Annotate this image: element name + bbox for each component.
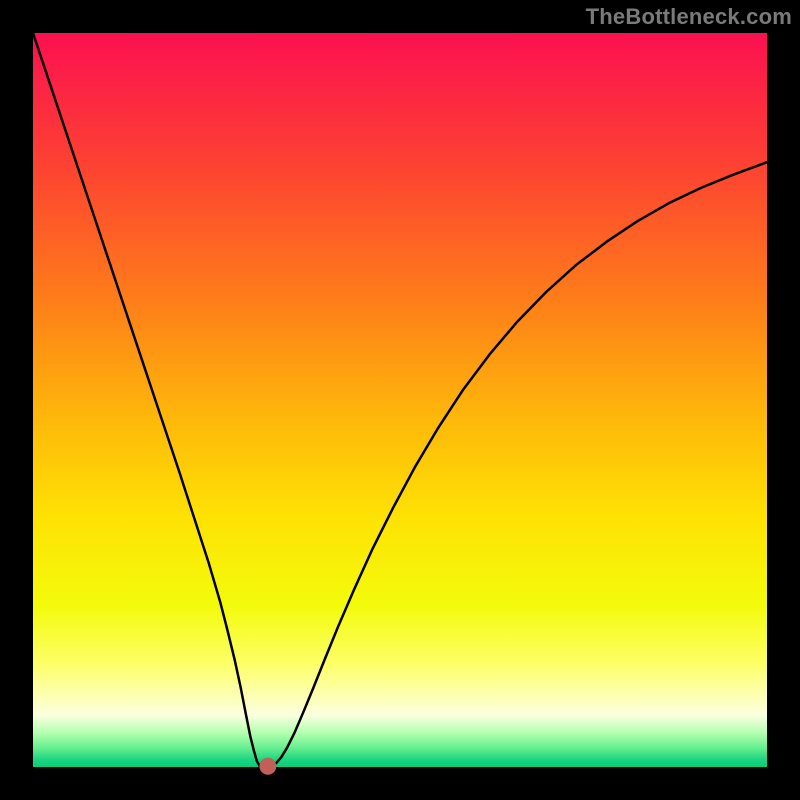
- watermark-text: TheBottleneck.com: [586, 4, 792, 30]
- chart-canvas: TheBottleneck.com: [0, 0, 800, 800]
- minimum-marker: [259, 758, 276, 775]
- plot-area: [33, 33, 767, 767]
- bottleneck-chart: [0, 0, 800, 800]
